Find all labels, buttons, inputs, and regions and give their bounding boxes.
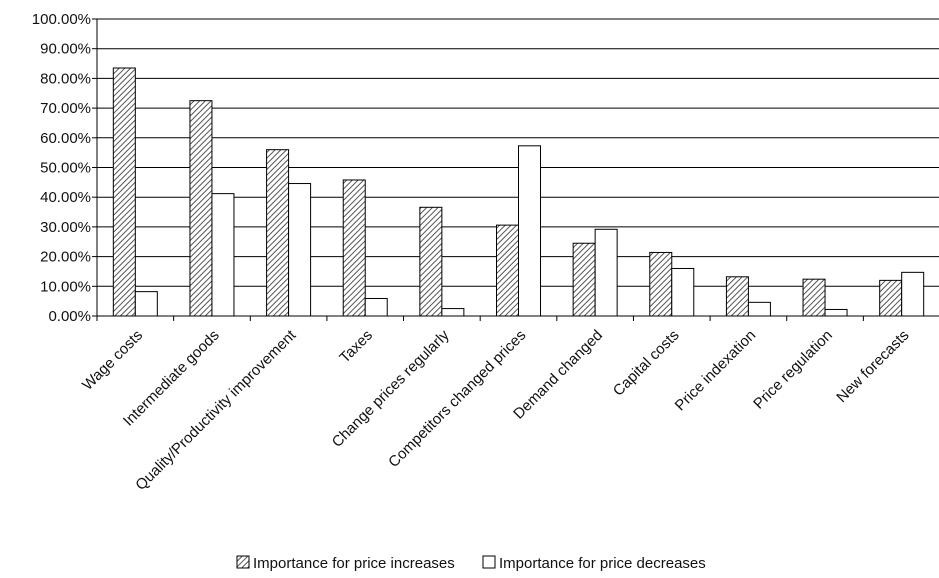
x-category-label: Taxes (336, 327, 376, 367)
y-tick-label: 40.00% (40, 189, 91, 206)
bar-price-decrease (901, 271, 925, 317)
bar-price-decrease (134, 291, 158, 317)
x-category-label: Quality/Productivity improvement (132, 326, 300, 494)
legend-swatch-decrease (482, 555, 496, 569)
bar-price-decrease (594, 228, 618, 317)
bar-price-decrease (824, 308, 848, 317)
y-tick-label: 60.00% (40, 130, 91, 147)
legend-swatch-increase (236, 555, 250, 569)
bar-price-increase (189, 100, 213, 317)
x-category-label: Price regulation (750, 327, 836, 413)
bar-price-decrease (671, 267, 695, 317)
y-tick-label: 80.00% (40, 70, 91, 87)
y-tick-label: 90.00% (40, 41, 91, 58)
bar-price-decrease (364, 297, 388, 317)
y-tick-label: 50.00% (40, 160, 91, 177)
bar-price-increase (342, 179, 366, 317)
bar-price-decrease (518, 145, 541, 317)
bar-price-increase (496, 224, 519, 317)
y-tick-label: 100.00% (32, 11, 91, 28)
x-category-label: Competitors changed prices (385, 327, 529, 471)
bar-price-increase (649, 251, 673, 317)
legend-label-decrease: Importance for price decreases (499, 555, 706, 572)
y-tick-label: 70.00% (40, 100, 91, 117)
bar-price-increase (419, 206, 443, 317)
y-tick-label: 20.00% (40, 249, 91, 266)
x-category-label: Wage costs (79, 327, 146, 394)
bar-price-decrease (288, 183, 312, 317)
bars (112, 67, 925, 317)
y-axis-ticks: 0.00% 10.00% 20.00% 30.00% 40.00% 50.00% 60.00… (32, 11, 97, 325)
bar-price-decrease (441, 308, 465, 317)
bar-price-increase (572, 242, 596, 317)
bar-price-increase (112, 67, 136, 317)
bar-price-increase (879, 279, 903, 317)
x-category-label: New forecasts (833, 327, 912, 406)
legend: Importance for price increases Importance… (236, 555, 706, 572)
bar-price-increase (266, 149, 290, 317)
bar-price-decrease (747, 301, 771, 317)
y-tick-label: 30.00% (40, 219, 91, 236)
axes (96, 19, 939, 321)
bar-price-increase (725, 276, 749, 317)
x-category-label: Capital costs (610, 327, 683, 400)
x-category-label: Price indexation (672, 327, 759, 414)
legend-label-increase: Importance for price increases (253, 555, 455, 572)
y-tick-label: 0.00% (48, 308, 91, 325)
bar-price-increase (802, 278, 826, 317)
y-tick-label: 10.00% (40, 278, 91, 295)
bar-price-decrease (211, 193, 235, 317)
